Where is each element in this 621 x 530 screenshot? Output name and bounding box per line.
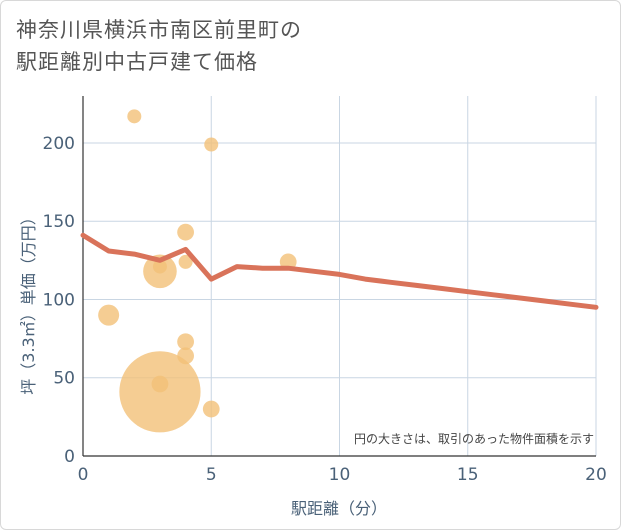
data-point xyxy=(127,109,142,124)
data-point xyxy=(202,400,220,418)
x-tick-label: 10 xyxy=(329,465,351,485)
x-axis-label: 駅距離（分） xyxy=(291,499,387,518)
data-point xyxy=(178,254,193,269)
data-point xyxy=(98,304,120,326)
data-point xyxy=(143,254,177,289)
chart-title-line-1: 神奈川県横浜市南区前里町の xyxy=(16,18,302,42)
y-tick-label: 150 xyxy=(43,212,75,232)
y-axis-label: 坪（3.3㎡）単価（万円） xyxy=(19,209,38,394)
grid-lines xyxy=(83,96,597,456)
y-tick-label: 200 xyxy=(43,134,75,154)
data-point xyxy=(177,223,195,241)
x-tick-label: 5 xyxy=(206,465,217,485)
x-tick-label: 0 xyxy=(78,465,89,485)
x-tick-label: 15 xyxy=(457,465,479,485)
data-point xyxy=(204,137,219,152)
data-point xyxy=(177,333,195,351)
y-tick-label: 0 xyxy=(64,447,75,467)
data-points xyxy=(98,109,297,433)
chart-title-line-2: 駅距離別中古戸建て価格 xyxy=(16,50,258,74)
data-point xyxy=(119,351,201,433)
y-tick-label: 50 xyxy=(53,369,75,389)
trend-line xyxy=(80,232,599,310)
y-tick-label: 100 xyxy=(43,290,75,310)
axes xyxy=(82,96,596,457)
trend-line-group xyxy=(80,232,599,310)
size-legend-note: 円の大きさは、取引のあった物件面積を示す xyxy=(354,431,594,446)
chart-title: 神奈川県横浜市南区前里町の 駅距離別中古戸建て価格 xyxy=(16,14,302,78)
x-tick-label: 20 xyxy=(585,465,607,485)
